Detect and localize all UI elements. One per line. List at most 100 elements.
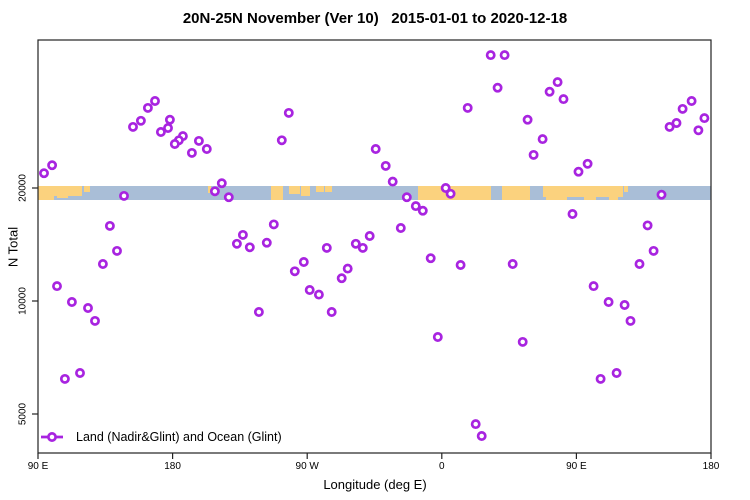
land-patch — [289, 186, 300, 194]
data-point — [47, 160, 58, 171]
x-tick-label: 180 — [702, 461, 720, 472]
data-point — [588, 281, 599, 292]
data-point — [283, 107, 294, 118]
data-point — [573, 166, 584, 177]
x-tick-label: 90 W — [295, 461, 319, 472]
data-point — [634, 259, 645, 269]
land-patch — [542, 186, 623, 198]
data-point — [186, 147, 197, 158]
data-point — [401, 192, 412, 203]
data-point — [528, 149, 539, 160]
data-point — [558, 94, 569, 105]
data-point — [75, 368, 85, 378]
data-point — [664, 121, 675, 132]
x-axis-title: Longitude (deg E) — [323, 477, 427, 492]
data-point — [507, 259, 518, 269]
data-point — [625, 315, 636, 326]
data-point — [522, 114, 533, 125]
land-patch — [208, 186, 212, 193]
data-point — [370, 144, 381, 154]
x-tick-label: 180 — [164, 461, 181, 472]
data-point — [244, 242, 255, 253]
data-point — [693, 125, 704, 136]
legend-label: Land (Nadir&Glint) and Ocean (Glint) — [76, 430, 282, 444]
data-point — [313, 289, 324, 300]
data-point — [119, 190, 129, 201]
data-point — [567, 209, 578, 219]
data-point — [237, 229, 248, 240]
data-point — [492, 82, 503, 93]
x-tick-label: 90 E — [566, 461, 587, 472]
y-axis-title: N Total — [5, 226, 21, 267]
land-patch — [38, 186, 83, 196]
data-point — [677, 103, 688, 114]
data-point — [268, 219, 279, 230]
data-point — [517, 336, 528, 347]
data-point — [201, 144, 212, 154]
land-patch — [57, 195, 68, 198]
data-point — [395, 223, 406, 233]
data-point — [603, 297, 614, 307]
data-point — [357, 242, 368, 253]
plot-box — [37, 39, 712, 454]
land-patch — [316, 186, 324, 192]
data-point — [321, 242, 332, 253]
data-point — [253, 307, 264, 317]
data-point — [169, 139, 180, 149]
data-point — [142, 102, 153, 113]
land-patch — [84, 186, 90, 193]
data-point — [59, 373, 70, 384]
data-point — [642, 220, 653, 231]
data-point — [90, 315, 100, 326]
data-point — [216, 178, 227, 189]
land-patch — [501, 186, 531, 200]
data-point — [112, 245, 122, 256]
x-tick-label: 90 E — [27, 461, 49, 472]
data-point — [128, 121, 138, 132]
land-patch — [583, 197, 596, 200]
data-point — [537, 134, 548, 145]
y-tick-label: 10000 — [17, 287, 29, 315]
data-point — [462, 102, 473, 113]
land-patch — [546, 197, 568, 200]
chart-title: 20N-25N November (Ver 10) 2015-01-01 to … — [182, 10, 568, 27]
legend-marker-sample — [47, 432, 57, 442]
data-point — [298, 257, 309, 267]
data-point — [336, 273, 347, 284]
data-point — [425, 253, 436, 264]
land-patch — [38, 195, 55, 200]
data-point — [163, 123, 173, 133]
data-point — [686, 96, 697, 106]
data-point — [135, 115, 146, 126]
data-point — [410, 201, 421, 212]
data-point — [364, 231, 375, 241]
data-point — [656, 189, 667, 200]
data-point — [648, 245, 659, 256]
data-point — [445, 188, 456, 199]
data-point — [304, 285, 315, 295]
x-tick-label: 0 — [439, 461, 445, 472]
data-point — [440, 183, 451, 193]
data-point — [209, 186, 220, 197]
data-point — [499, 50, 510, 61]
data-point — [155, 127, 166, 137]
data-point — [619, 300, 630, 310]
data-point — [380, 160, 391, 171]
land-patch — [624, 186, 628, 192]
data-point — [699, 113, 710, 124]
data-point — [326, 307, 337, 317]
data-point — [52, 281, 62, 292]
data-point — [432, 332, 443, 342]
data-point — [104, 220, 115, 231]
data-point — [387, 176, 398, 187]
land-patch — [609, 197, 619, 200]
data-point — [470, 419, 481, 430]
data-point — [417, 205, 428, 216]
data-point — [39, 168, 49, 179]
data-point — [342, 263, 353, 274]
y-tick-label: 5000 — [17, 402, 29, 426]
data-point — [611, 368, 622, 378]
data-point — [485, 50, 496, 61]
data-point — [150, 96, 160, 106]
data-point — [193, 135, 204, 146]
